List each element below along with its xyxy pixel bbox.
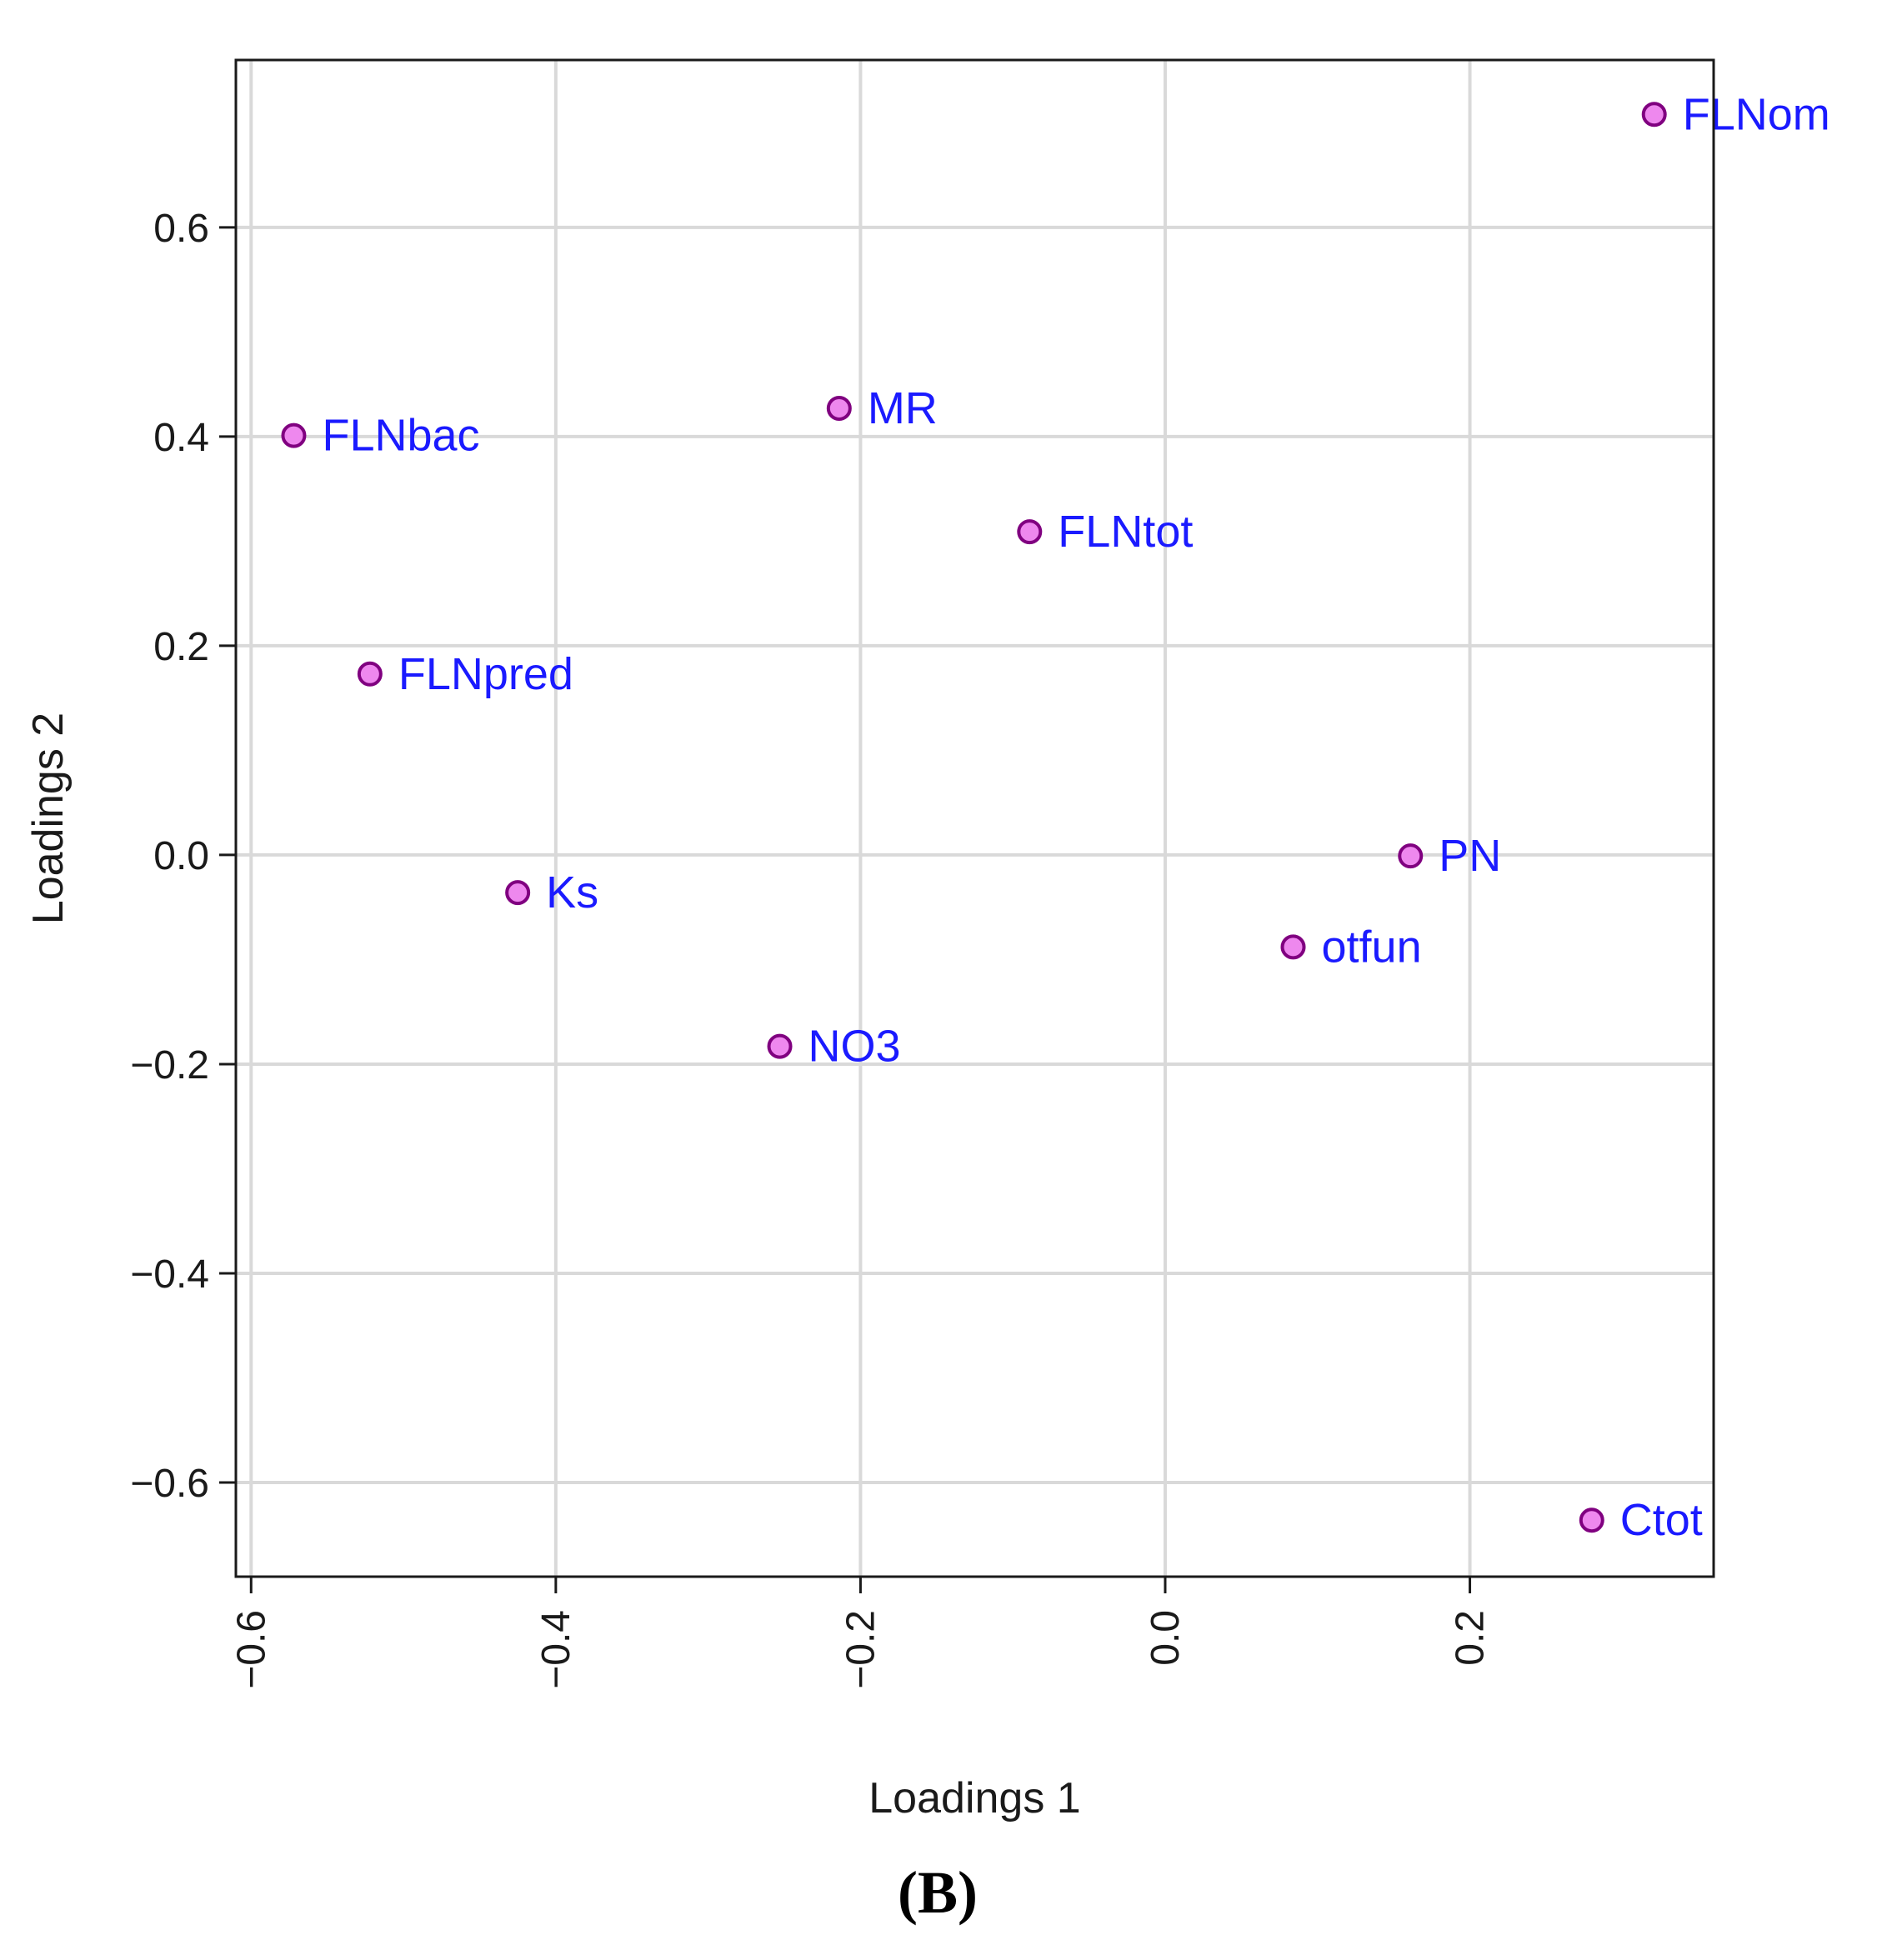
point-label-otfun: otfun bbox=[1322, 922, 1422, 972]
point-flntot bbox=[1017, 519, 1043, 545]
x-tick-label: 0.0 bbox=[1144, 1610, 1188, 1666]
y-tick-label: 0.2 bbox=[153, 625, 209, 669]
point-pn bbox=[1398, 843, 1424, 869]
grid-lines bbox=[236, 60, 1714, 1577]
point-flnom bbox=[1641, 102, 1667, 128]
point-ctot bbox=[1579, 1508, 1604, 1533]
point-flnbac bbox=[281, 422, 307, 448]
x-axis: −0.6 −0.4 −0.2 0.0 0.2 bbox=[229, 1577, 1493, 1689]
point-label-flntot: FLNtot bbox=[1058, 507, 1193, 557]
y-tick-label: −0.6 bbox=[130, 1462, 209, 1506]
y-tick-label: 0.4 bbox=[153, 416, 209, 460]
point-label-ks: Ks bbox=[546, 868, 598, 918]
x-axis-title: Loadings 1 bbox=[868, 1774, 1080, 1822]
y-tick-label: 0.0 bbox=[153, 834, 209, 878]
y-axis: −0.6 −0.4 −0.2 0.0 0.2 0.4 0.6 bbox=[130, 207, 236, 1506]
point-label-flnpred: FLNpred bbox=[398, 649, 573, 699]
point-mr bbox=[826, 395, 852, 421]
y-tick-label: −0.4 bbox=[130, 1252, 209, 1297]
y-tick-label: −0.2 bbox=[130, 1043, 209, 1088]
x-tick-label: −0.2 bbox=[838, 1610, 883, 1689]
point-label-flnbac: FLNbac bbox=[322, 411, 479, 461]
point-flnpred bbox=[357, 661, 383, 687]
plot-frame bbox=[234, 58, 1715, 1578]
y-axis-title: Loadings 2 bbox=[24, 712, 73, 924]
y-tick-label: 0.6 bbox=[153, 207, 209, 251]
x-tick-label: 0.2 bbox=[1449, 1610, 1493, 1666]
point-label-ctot: Ctot bbox=[1620, 1495, 1703, 1545]
data-points bbox=[281, 102, 1667, 1533]
point-label-no3: NO3 bbox=[808, 1022, 901, 1072]
x-tick-label: −0.4 bbox=[534, 1610, 578, 1689]
point-label-flnom: FLNom bbox=[1683, 89, 1830, 139]
point-ks bbox=[505, 880, 531, 906]
x-tick-label: −0.6 bbox=[229, 1610, 273, 1689]
point-no3 bbox=[767, 1033, 793, 1059]
panel-label: (B) bbox=[898, 1859, 978, 1926]
point-label-pn: PN bbox=[1439, 831, 1501, 881]
point-otfun bbox=[1280, 934, 1306, 960]
point-labels: FLNom FLNbac MR FLNtot FLNpred PN Ks otfun NO3 Ct… bbox=[322, 89, 1829, 1545]
point-label-mr: MR bbox=[868, 383, 938, 433]
